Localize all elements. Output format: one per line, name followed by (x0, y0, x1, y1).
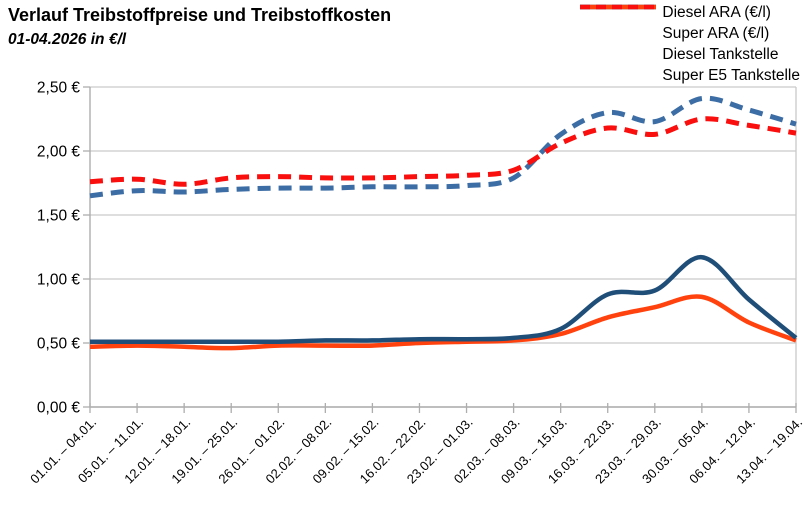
legend-label: Diesel ARA (€/l) (662, 3, 771, 21)
legend-label: Super E5 Tankstelle (662, 66, 800, 84)
chart-title: Verlauf Treibstoffpreise und Treibstoffk… (8, 5, 392, 25)
legend-label: Super ARA (€/l) (662, 24, 770, 42)
legend-line-sample-icon (578, 4, 658, 39)
series-line (89, 254, 798, 345)
y-axis-label: 0,00 € (37, 400, 80, 417)
y-axis-label: 2,50 € (37, 80, 80, 97)
legend-item-diesel-tankstelle: Diesel Tankstelle (578, 4, 800, 65)
chart-subtitle: 01-04.2026 in €/l (8, 31, 127, 48)
legend-label: Diesel Tankstelle (662, 45, 779, 63)
legend-line-sample-icon (578, 4, 658, 60)
y-axis-label: 0,50 € (37, 336, 80, 353)
y-axis-label: 1,00 € (37, 272, 80, 289)
legend-item-super-e5-tankstelle: Super E5 Tankstelle (578, 4, 800, 86)
series-line (89, 95, 797, 199)
series-line (89, 294, 797, 351)
y-axis-label: 2,00 € (37, 144, 80, 161)
legend-line-sample-icon (578, 4, 658, 81)
legend-item-super-ara: Super ARA (€/l) (578, 4, 800, 44)
y-axis-label: 1,50 € (37, 208, 80, 225)
chart-legend: Diesel ARA (€/l) Super ARA (€/l) Diesel … (578, 2, 800, 86)
